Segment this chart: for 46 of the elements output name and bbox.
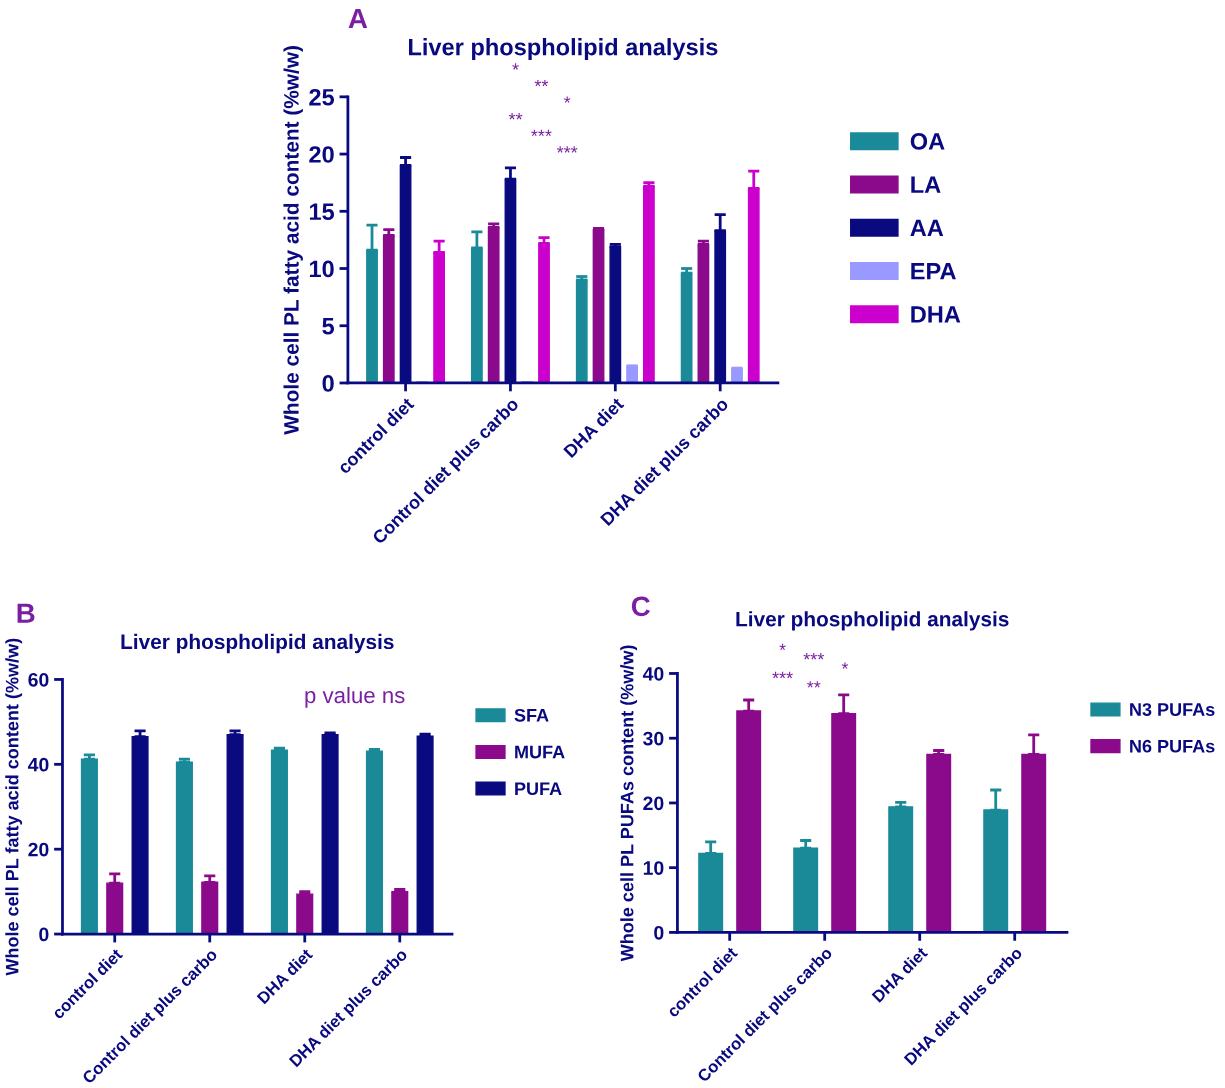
annotation: * xyxy=(563,96,571,103)
text: * xyxy=(512,63,519,70)
annotation: ** xyxy=(807,681,821,688)
y-tick-label: 20 xyxy=(643,796,664,811)
y-tick-label: 60 xyxy=(28,672,49,687)
legend-label: EPA xyxy=(911,263,956,280)
y-tick-label: 15 xyxy=(309,203,335,221)
legend-label: PUFA xyxy=(515,782,562,796)
annotation: *** xyxy=(772,671,793,679)
chart-title: Liver phospholipid analysis xyxy=(409,38,718,61)
chart-title: Liver phospholipid analysis xyxy=(121,633,394,654)
y-axis-title: Whole cell PL PUFAs content (%w/w) xyxy=(620,645,638,962)
y-tick-label: 0 xyxy=(322,375,334,392)
annotation: *** xyxy=(531,129,552,137)
legend-label: MUFA xyxy=(515,745,565,759)
legend-label: OA xyxy=(910,133,945,150)
legend-label: SFA xyxy=(514,708,549,722)
text: *** xyxy=(803,653,825,660)
y-tick-label: 40 xyxy=(642,666,664,681)
legend-label: N3 PUFAs xyxy=(1130,703,1215,716)
legend-label: LA xyxy=(911,176,941,193)
chart-title: Liver phospholipid analysis xyxy=(736,611,1009,631)
text: * xyxy=(779,643,786,651)
y-tick-label: 0 xyxy=(39,927,49,942)
legend-label: AA xyxy=(910,219,944,237)
text: B xyxy=(17,603,35,623)
legend-label: DHA xyxy=(911,306,961,323)
y-tick-label: 20 xyxy=(309,146,334,163)
y-tick-label: 40 xyxy=(27,757,49,772)
y-tick-label: 0 xyxy=(654,925,664,940)
text: * xyxy=(841,662,849,669)
y-tick-label: 20 xyxy=(28,842,49,857)
y-axis-title: Whole cell PL fatty acid content (%w/w) xyxy=(283,46,303,435)
y-tick-label: 10 xyxy=(643,861,664,875)
y-tick-label: 25 xyxy=(309,88,335,106)
annotation: *** xyxy=(556,146,578,153)
text: ** xyxy=(534,79,549,87)
y-axis-title: Whole cell PL fatty acid content (%w/w) xyxy=(5,638,23,976)
annotation: ** xyxy=(508,113,523,120)
text: A xyxy=(348,9,368,29)
y-tick-label: 5 xyxy=(322,318,335,335)
annotation: p value ns xyxy=(305,686,405,708)
y-tick-label: 30 xyxy=(643,731,664,746)
y-tick-label: 10 xyxy=(309,260,334,278)
text: C xyxy=(631,596,650,617)
legend-label: N6 PUFAs xyxy=(1130,739,1215,753)
